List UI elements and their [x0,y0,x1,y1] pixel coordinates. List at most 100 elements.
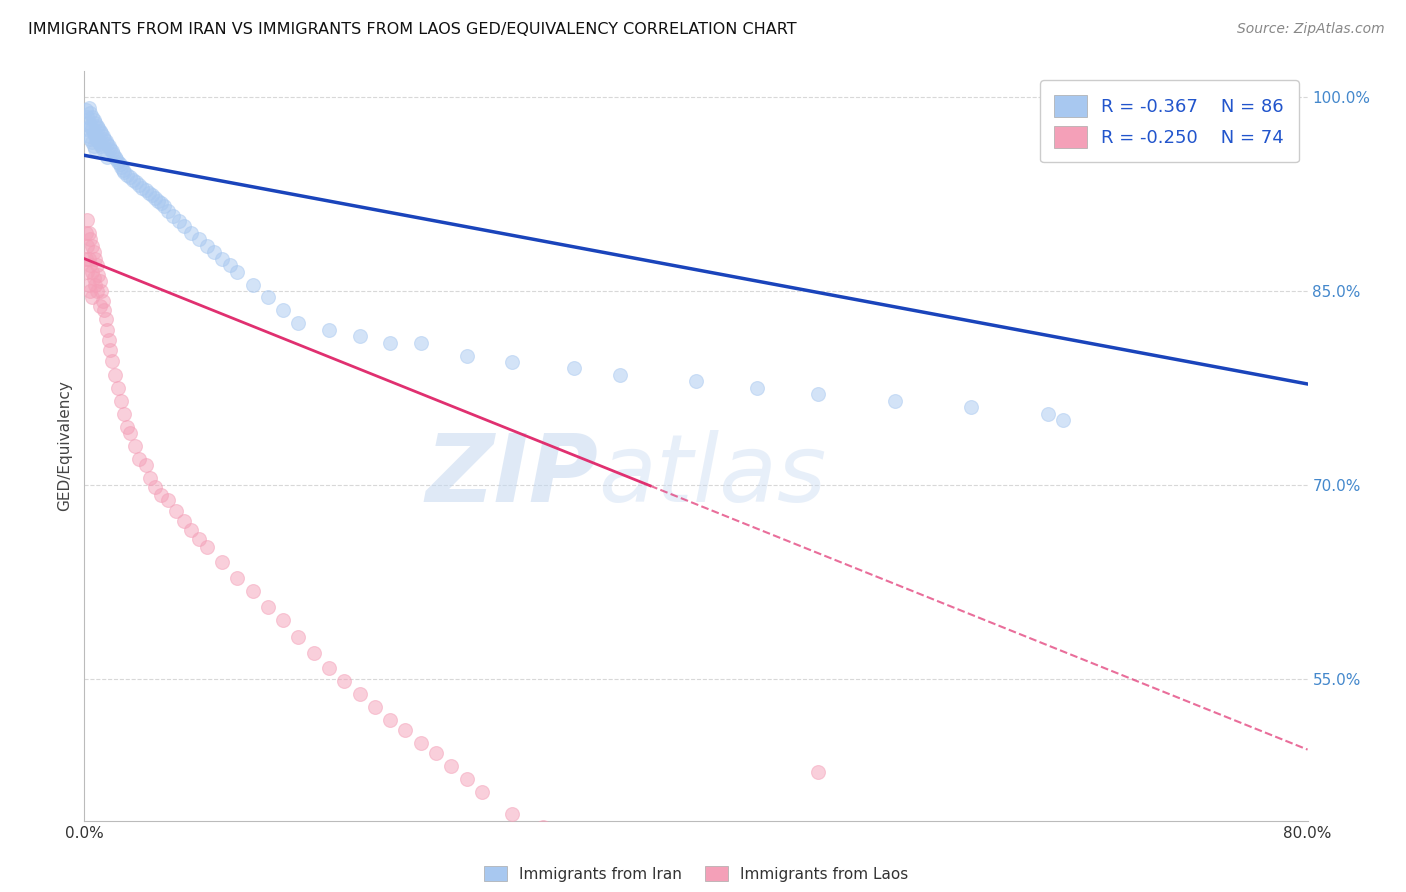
Point [135,183,157,197]
Point [80,122,103,136]
Point [112,407,135,421]
Point [162,209,184,223]
Point [624,846,647,860]
Point [87,121,110,136]
Point [79,284,101,298]
Point [257,290,280,304]
Point [91,294,114,309]
Point [471,785,494,799]
Point [440,759,463,773]
Point [79,105,101,120]
Point [409,335,432,350]
Point [502,807,524,822]
Point [380,335,402,350]
Point [80,290,103,304]
Point [425,747,447,761]
Point [80,110,103,124]
Point [96,136,118,151]
Point [124,439,146,453]
Point [79,131,101,145]
Point [101,353,124,368]
Point [86,131,108,145]
Point [333,674,356,689]
Point [86,119,108,133]
Point [107,154,129,169]
Point [128,178,150,192]
Point [122,173,145,187]
Point [271,303,294,318]
Point [149,488,172,502]
Point [318,323,340,337]
Point [271,614,294,628]
Point [80,239,103,253]
Point [110,393,132,408]
Point [139,471,162,485]
Point [364,700,387,714]
Point [593,839,616,854]
Point [89,300,111,314]
Point [111,162,134,177]
Point [157,203,180,218]
Y-axis label: GED/Equivalency: GED/Equivalency [58,381,73,511]
Text: atlas: atlas [598,431,827,522]
Point [84,142,107,156]
Point [146,194,169,208]
Point [79,119,101,133]
Point [226,264,249,278]
Point [89,274,111,288]
Point [83,139,105,153]
Point [195,239,218,253]
Point [456,349,478,363]
Point [807,387,830,401]
Point [157,493,180,508]
Point [115,168,138,182]
Point [883,393,905,408]
Point [77,252,100,266]
Point [287,630,309,644]
Point [76,264,98,278]
Point [76,122,98,136]
Point [93,303,115,318]
Point [77,128,100,143]
Point [143,191,166,205]
Point [960,401,983,415]
Point [84,277,107,292]
Point [149,196,172,211]
Point [94,134,117,148]
Point [80,264,103,278]
Point [84,116,107,130]
Point [211,252,233,266]
Point [80,136,103,150]
Point [562,361,585,376]
Point [76,239,98,253]
Point [456,772,478,787]
Point [141,188,163,202]
Point [202,245,225,260]
Point [107,381,129,395]
Point [242,583,264,598]
Point [502,355,524,369]
Point [79,232,101,246]
Point [110,160,132,174]
Point [77,277,100,292]
Point [394,723,416,738]
Point [86,258,108,272]
Point [87,134,110,148]
Point [90,127,112,141]
Point [105,152,128,166]
Point [807,764,830,779]
Point [138,186,160,200]
Point [531,820,554,834]
Point [75,226,97,240]
Point [195,540,218,554]
Point [91,128,114,143]
Point [131,180,153,194]
Point [84,252,107,266]
Point [120,426,142,441]
Point [173,219,195,234]
Point [257,600,280,615]
Point [242,277,264,292]
Point [84,128,107,143]
Point [89,136,111,151]
Point [685,375,707,389]
